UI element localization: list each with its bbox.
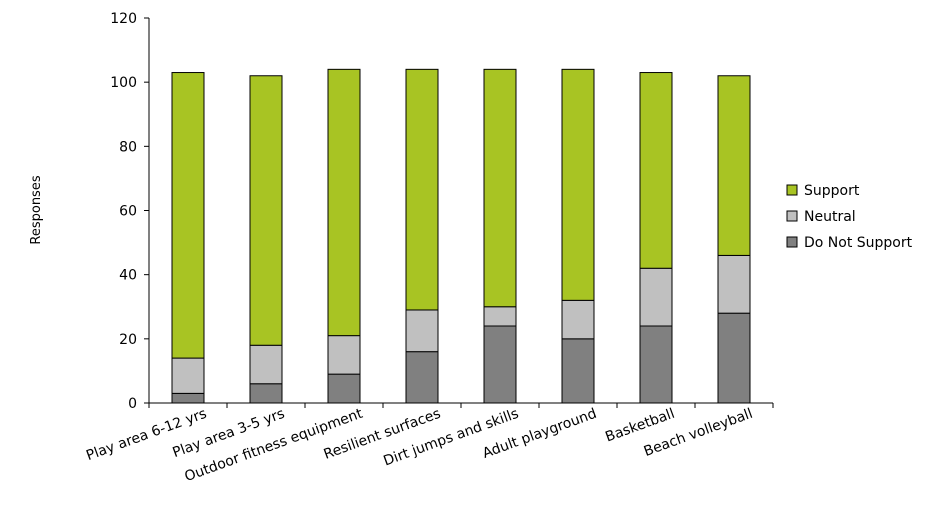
- axes: 0 20 40 60 80 100 120: [110, 11, 774, 412]
- bar-segment-support: [561, 68, 595, 301]
- bar-segment-neutral: [249, 344, 283, 385]
- legend-swatch-neutral: [786, 210, 798, 222]
- y-tick-label: 120: [110, 11, 137, 27]
- bars: [171, 68, 751, 404]
- bar-segment-support: [717, 75, 751, 256]
- bar-segment-do-not-support: [171, 392, 205, 404]
- bar-segment-do-not-support: [405, 351, 439, 404]
- bar-segment-neutral: [483, 306, 517, 327]
- bar-segment-neutral: [171, 357, 205, 394]
- y-tick-label: 20: [119, 332, 137, 348]
- bar-segment-neutral: [405, 309, 439, 353]
- bar-segment-do-not-support: [249, 383, 283, 404]
- bar-segment-neutral: [327, 335, 361, 375]
- legend-swatch-support: [786, 184, 798, 196]
- y-axis-title: Responses: [29, 175, 44, 244]
- legend-label: Support: [804, 183, 860, 199]
- bar-segment-do-not-support: [483, 325, 517, 404]
- y-tick-label: 60: [119, 204, 137, 220]
- bar-segment-support: [405, 68, 439, 311]
- legend-swatch-do-not-support: [786, 236, 798, 248]
- legend-label: Neutral: [804, 209, 856, 225]
- bar-segment-neutral: [717, 254, 751, 314]
- bar-segment-support: [249, 75, 283, 346]
- y-tick-label: 100: [110, 75, 137, 91]
- x-category-label: Dirt jumps and skills: [381, 406, 520, 470]
- legend: Support Neutral Do Not Support: [786, 183, 913, 251]
- bar-segment-support: [327, 68, 361, 337]
- bar-segment-support: [483, 68, 517, 308]
- legend-label: Do Not Support: [804, 235, 913, 251]
- bar-segment-do-not-support: [717, 312, 751, 404]
- bar-segment-neutral: [639, 267, 673, 327]
- bar-segment-support: [171, 72, 205, 359]
- bar-segment-do-not-support: [561, 338, 595, 404]
- y-tick-label: 80: [119, 139, 137, 155]
- y-tick-label: 40: [119, 268, 137, 284]
- bar-segment-do-not-support: [639, 325, 673, 404]
- bar-segment-neutral: [561, 299, 595, 340]
- bar-segment-support: [639, 72, 673, 269]
- bar-segment-do-not-support: [327, 373, 361, 404]
- y-tick-label: 0: [128, 396, 137, 412]
